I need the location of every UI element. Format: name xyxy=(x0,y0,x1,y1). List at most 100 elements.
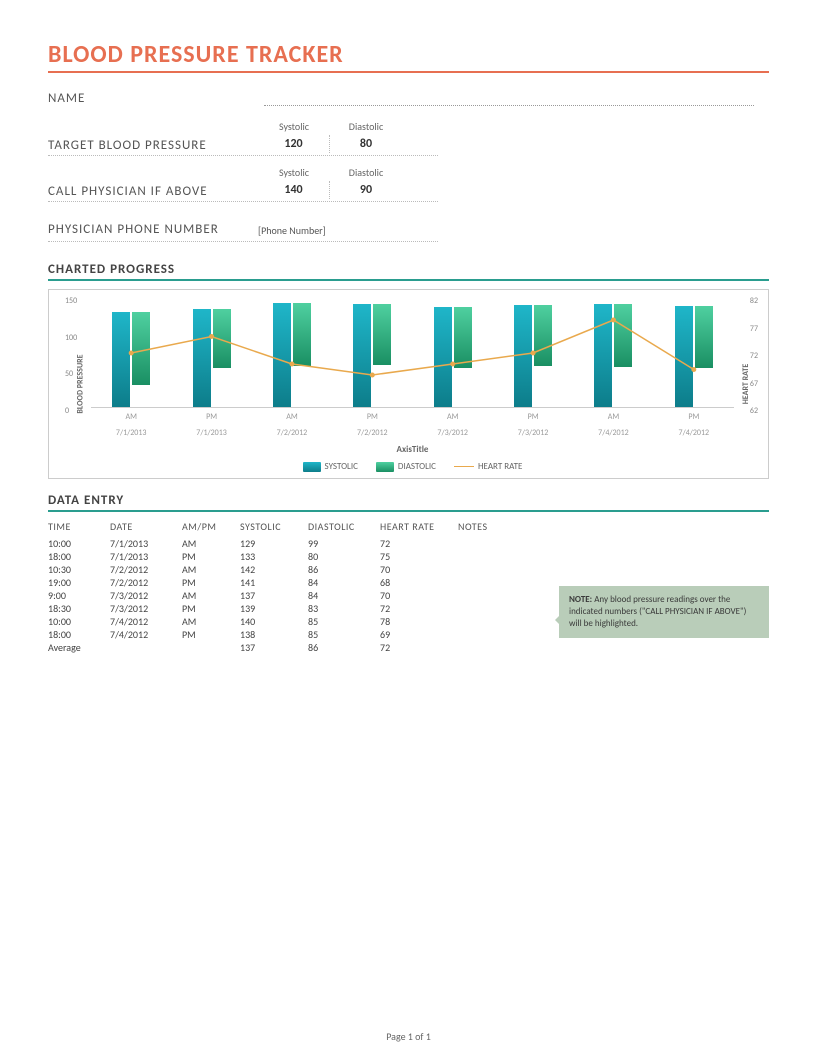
table-cell: 72 xyxy=(380,641,458,654)
legend-heartrate: HEART RATE xyxy=(478,461,523,472)
table-cell: AM xyxy=(182,589,240,602)
col-head-notes: NOTES xyxy=(458,520,769,533)
target-systolic-value: 120 xyxy=(258,135,330,153)
legend-diastolic: DIASTOLIC xyxy=(398,461,436,472)
y-right-tick: 82 xyxy=(750,296,758,306)
table-cell: 137 xyxy=(240,641,308,654)
col-head-diastolic: DIASTOLIC xyxy=(308,520,380,533)
table-cell: 80 xyxy=(308,550,380,563)
y-axis-left-label: BLOOD PRESSURE xyxy=(76,354,86,413)
heart-rate-line xyxy=(91,298,734,407)
table-cell: 142 xyxy=(240,563,308,576)
table-cell: 99 xyxy=(308,537,380,550)
bar-group xyxy=(514,305,552,407)
table-row: Average1378672 xyxy=(48,641,769,654)
bar-group xyxy=(112,312,150,407)
call-diastolic-value: 90 xyxy=(330,181,402,199)
call-physician-row: CALL PHYSICIAN IF ABOVE 140 90 xyxy=(48,181,438,202)
name-row: NAME xyxy=(48,91,769,106)
table-cell: 69 xyxy=(380,628,458,641)
y-left-tick: 50 xyxy=(65,369,73,379)
table-cell: PM xyxy=(182,576,240,589)
col-head-heartrate: HEART RATE xyxy=(380,520,458,533)
table-cell: AM xyxy=(182,563,240,576)
table-cell: 141 xyxy=(240,576,308,589)
table-cell xyxy=(458,537,769,550)
page-footer: Page 1 of 1 xyxy=(0,1030,817,1043)
table-cell: 83 xyxy=(308,602,380,615)
bar-group xyxy=(594,304,632,407)
table-cell: 68 xyxy=(380,576,458,589)
table-cell: 18:00 xyxy=(48,628,110,641)
table-cell: PM xyxy=(182,628,240,641)
target-systolic-head: Systolic xyxy=(258,120,330,133)
physician-phone-row: PHYSICIAN PHONE NUMBER [Phone Number] xyxy=(48,212,438,242)
table-row: 18:007/1/2013PM1338075 xyxy=(48,550,769,563)
bar-group xyxy=(273,303,311,407)
x-axis-label: PM7/3/2012 xyxy=(493,412,573,438)
table-cell: PM xyxy=(182,602,240,615)
table-cell: 85 xyxy=(308,628,380,641)
bar-group xyxy=(434,307,472,407)
diastolic-bar xyxy=(293,303,311,366)
x-axis-label: AM7/1/2013 xyxy=(91,412,171,438)
progress-chart: BLOOD PRESSURE HEART RATE 05010015062677… xyxy=(48,289,769,479)
diastolic-bar xyxy=(534,305,552,366)
systolic-bar xyxy=(193,309,211,407)
table-cell: 86 xyxy=(308,641,380,654)
table-cell: 10:30 xyxy=(48,563,110,576)
legend-systolic: SYSTOLIC xyxy=(325,461,358,472)
systolic-bar xyxy=(514,305,532,407)
name-label: NAME xyxy=(48,91,258,106)
target-bp-row: TARGET BLOOD PRESSURE 120 80 xyxy=(48,135,438,156)
x-axis-label: AM7/3/2012 xyxy=(413,412,493,438)
table-cell xyxy=(458,563,769,576)
table-cell: 139 xyxy=(240,602,308,615)
call-systolic-value: 140 xyxy=(258,181,330,199)
note-text: Any blood pressure readings over the ind… xyxy=(569,594,746,629)
diastolic-bar xyxy=(213,309,231,368)
table-cell: 138 xyxy=(240,628,308,641)
bar-group xyxy=(353,304,391,407)
physician-phone-value[interactable]: [Phone Number] xyxy=(258,224,326,237)
table-cell xyxy=(458,550,769,563)
call-diastolic-head: Diastolic xyxy=(330,166,402,179)
table-cell: 7/2/2012 xyxy=(110,576,182,589)
page-title: BLOOD PRESSURE TRACKER xyxy=(48,40,769,73)
target-bp-label: TARGET BLOOD PRESSURE xyxy=(48,138,258,153)
y-left-tick: 100 xyxy=(65,333,77,343)
name-input-line[interactable] xyxy=(264,92,754,106)
col-head-time: TIME xyxy=(48,520,110,533)
table-cell: 7/3/2012 xyxy=(110,589,182,602)
bar-group xyxy=(193,309,231,407)
table-cell: 70 xyxy=(380,563,458,576)
table-cell xyxy=(182,641,240,654)
diastolic-bar xyxy=(454,307,472,369)
systolic-bar xyxy=(273,303,291,407)
systolic-bar xyxy=(675,306,693,407)
x-axis-label: PM7/4/2012 xyxy=(654,412,734,438)
x-axis-title: AxisTitle xyxy=(91,444,734,455)
table-cell: 7/1/2013 xyxy=(110,537,182,550)
call-systolic-head: Systolic xyxy=(258,166,330,179)
table-cell: 7/2/2012 xyxy=(110,563,182,576)
physician-phone-label: PHYSICIAN PHONE NUMBER xyxy=(48,222,258,237)
table-cell xyxy=(458,641,769,654)
target-diastolic-head: Diastolic xyxy=(330,120,402,133)
table-cell: 137 xyxy=(240,589,308,602)
bar-group xyxy=(675,306,713,407)
note-bold: NOTE: xyxy=(569,594,592,605)
x-axis-label: PM7/1/2013 xyxy=(171,412,251,438)
table-cell: 9:00 xyxy=(48,589,110,602)
systolic-bar xyxy=(594,304,612,407)
y-right-tick: 77 xyxy=(750,324,758,334)
table-cell: 7/4/2012 xyxy=(110,628,182,641)
call-physician-label: CALL PHYSICIAN IF ABOVE xyxy=(48,184,258,199)
y-left-tick: 0 xyxy=(65,406,69,416)
table-cell: PM xyxy=(182,550,240,563)
table-cell: 18:30 xyxy=(48,602,110,615)
x-axis-label: PM7/2/2012 xyxy=(332,412,412,438)
table-cell: 85 xyxy=(308,615,380,628)
table-cell: 18:00 xyxy=(48,550,110,563)
table-cell: 19:00 xyxy=(48,576,110,589)
